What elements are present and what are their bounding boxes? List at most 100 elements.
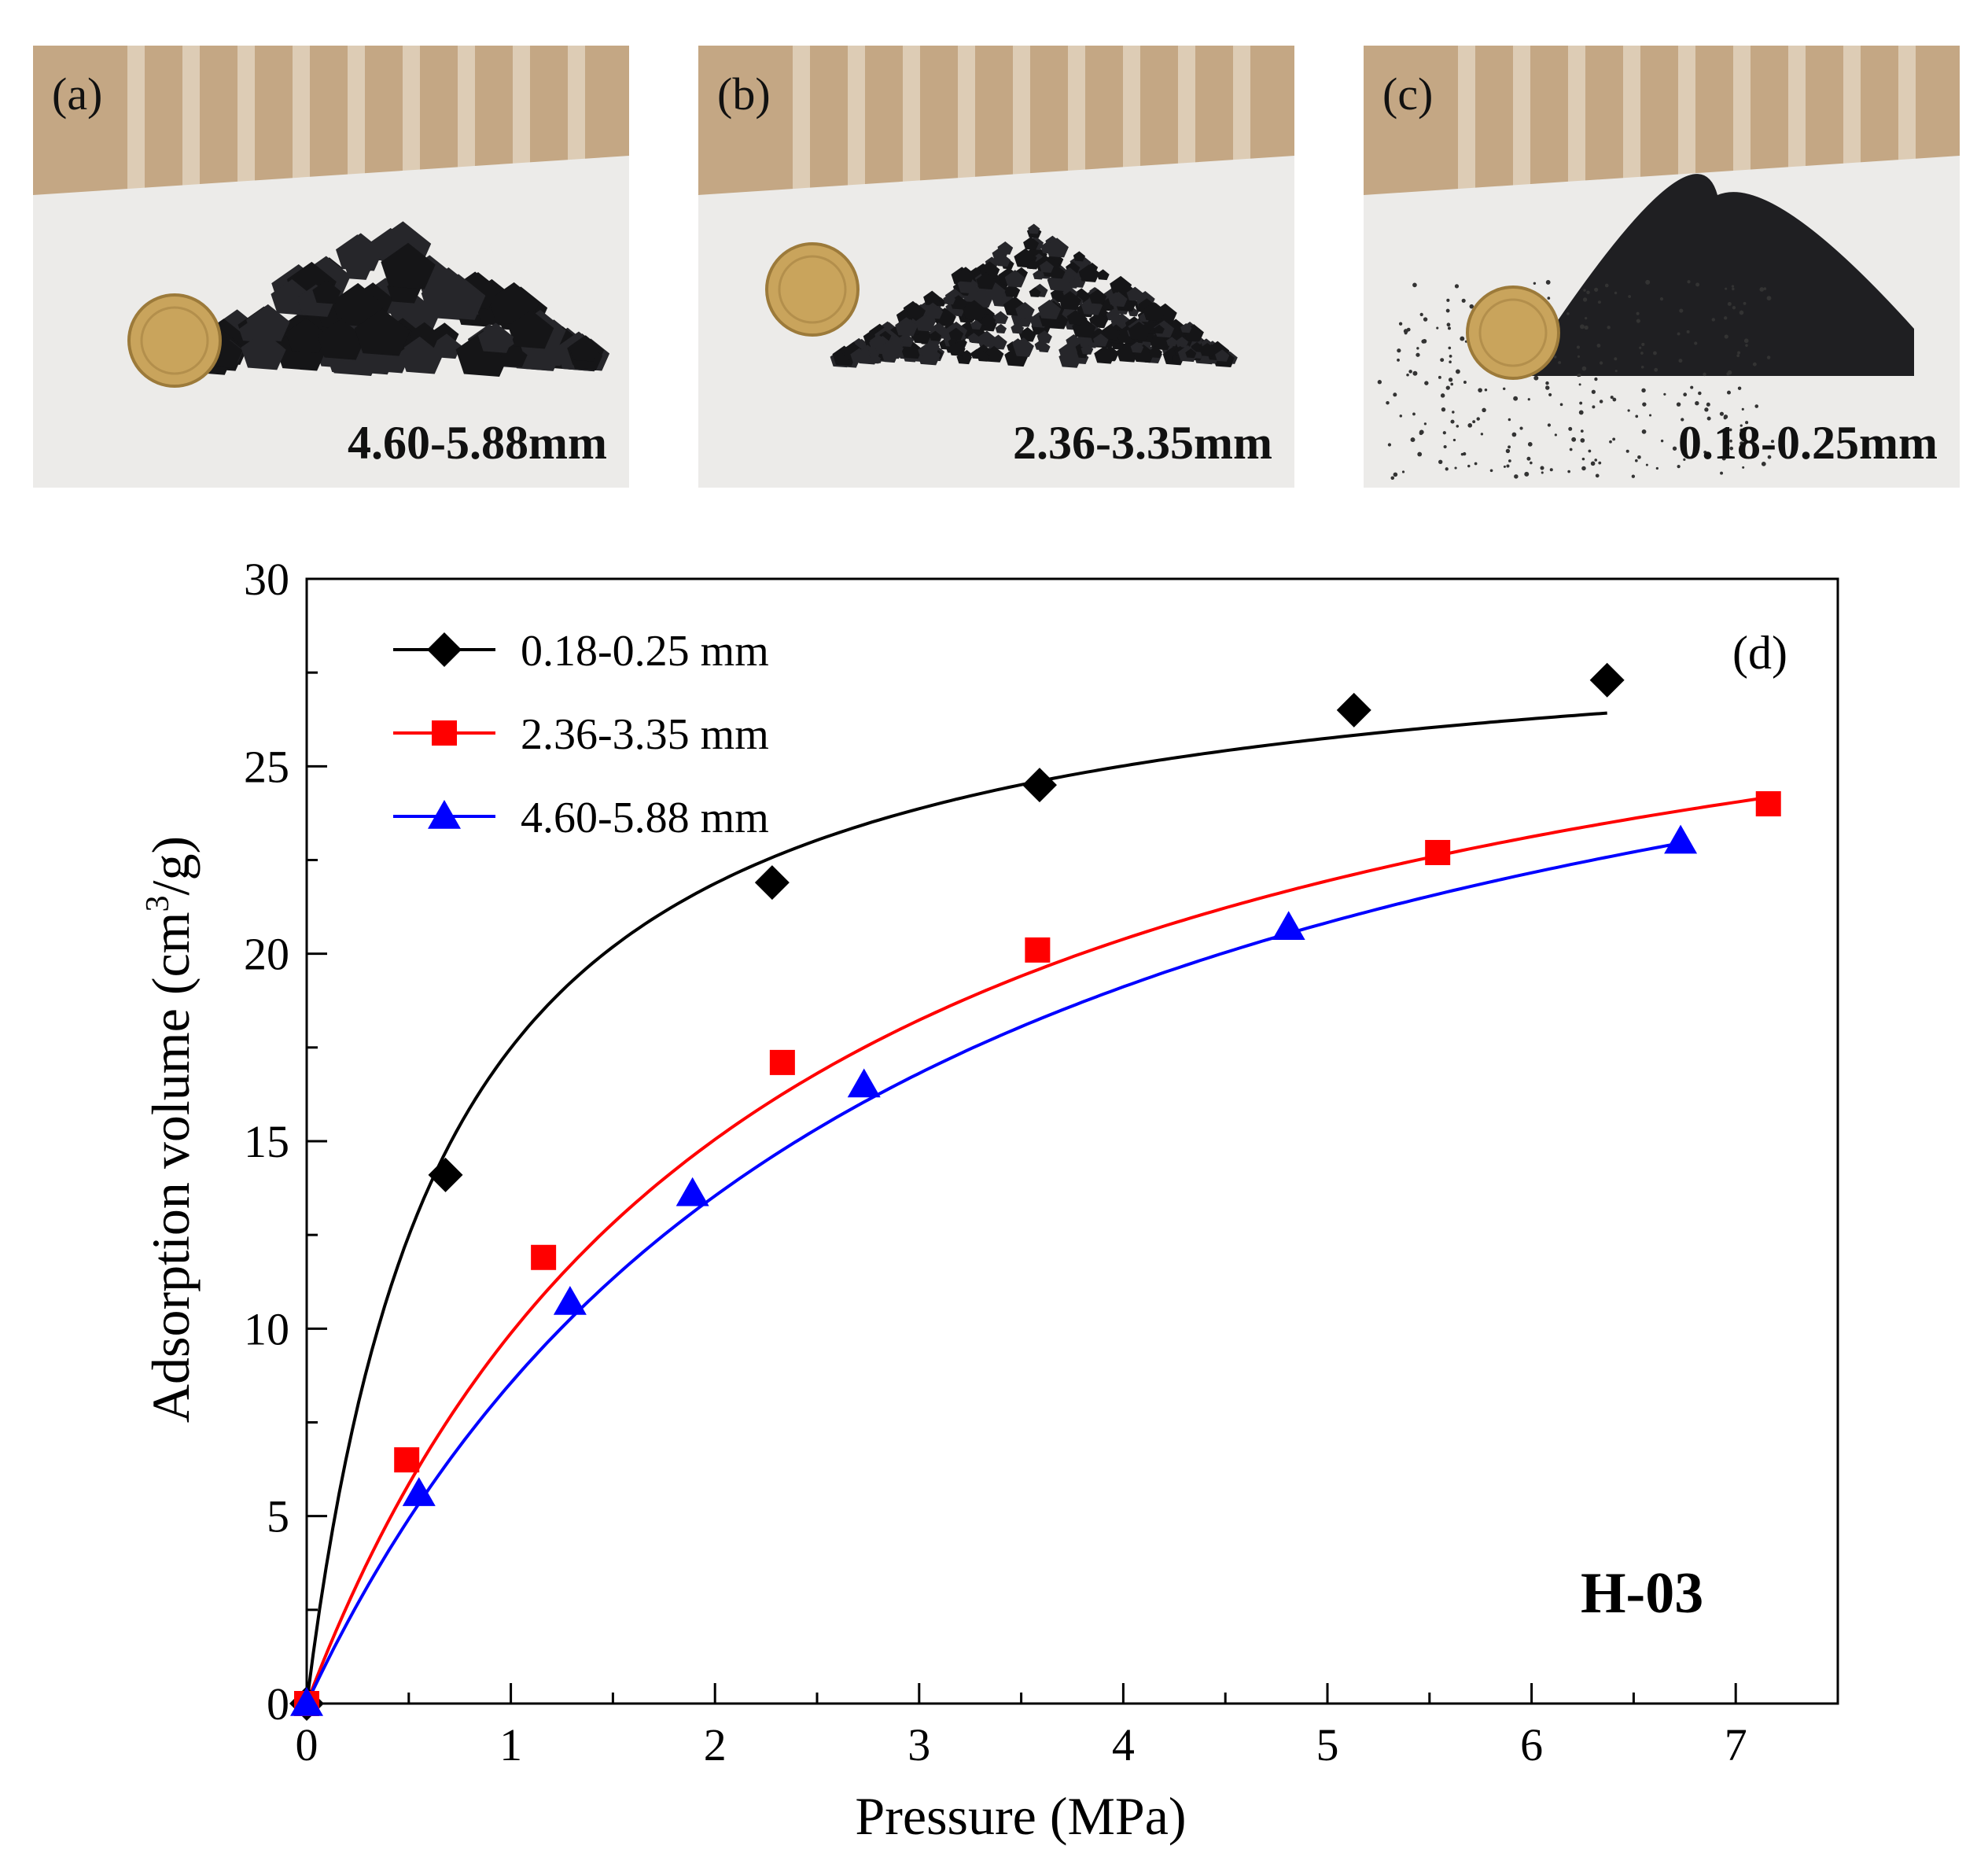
coal-grain <box>1446 298 1450 302</box>
coal-grain <box>1636 319 1640 323</box>
coal-particle <box>997 241 1014 255</box>
coal-grain <box>1445 467 1449 471</box>
coal-grain <box>1687 280 1691 284</box>
tick-marks: 0 1 2 3 4 5 6 7 0 5 10 15 20 25 30 <box>244 554 1747 1770</box>
coal-grain <box>1456 425 1460 428</box>
coal-particle <box>923 290 941 306</box>
coal-grain <box>1663 392 1666 396</box>
coal-particle <box>992 311 1009 325</box>
coal-grain <box>1677 332 1681 336</box>
wall-stripe <box>793 46 810 227</box>
coal-particle <box>897 333 915 348</box>
coal-grain <box>1641 388 1646 393</box>
coal-grain <box>1595 473 1600 478</box>
coal-grain <box>1692 428 1695 431</box>
coal-grain <box>1398 322 1403 326</box>
y-tick-label: 10 <box>244 1303 289 1354</box>
coal-grain <box>1533 282 1537 285</box>
coal-grain <box>1527 398 1530 401</box>
coal-particle <box>995 253 1011 267</box>
coal-grain <box>1399 414 1403 418</box>
coal-grain <box>1467 423 1473 428</box>
coal-grain <box>1723 416 1727 420</box>
panel-label: (d) <box>1732 627 1787 679</box>
coal-grain <box>1741 407 1744 411</box>
legend-label: 2.36-3.35 mm <box>521 710 769 759</box>
coal-grain <box>1545 279 1551 285</box>
coal-particle <box>344 257 372 280</box>
data-point-series-1 <box>1425 839 1451 865</box>
coal-grain <box>1761 462 1766 466</box>
coal-grain <box>1397 358 1400 362</box>
coal-particle <box>1011 322 1025 334</box>
data-point-series-1 <box>394 1447 420 1473</box>
coal-particle <box>1126 286 1144 301</box>
y-axis-label: Adsorption volume (cm3/g) <box>140 836 201 1423</box>
y-tick-label: 20 <box>244 929 289 980</box>
coal-grain <box>1719 411 1725 416</box>
coal-grain <box>1752 362 1757 367</box>
coal-particle <box>1096 269 1110 281</box>
coal-grain <box>1567 470 1570 473</box>
coal-grain <box>1640 352 1644 355</box>
coal-grain <box>1450 382 1454 386</box>
coal-grain <box>1463 451 1467 456</box>
coal-grain <box>1583 289 1586 292</box>
coal-grain <box>1421 339 1426 344</box>
coal-grain <box>1766 355 1771 359</box>
coal-grain <box>1590 461 1596 466</box>
legend-marker <box>428 800 461 829</box>
coal-particle <box>1014 341 1033 357</box>
coal-grain <box>1588 449 1592 453</box>
coal-grain <box>1547 423 1552 427</box>
photo-panel-c: (c) 0.18-0.25mm <box>1364 46 1960 488</box>
coal-particle <box>967 333 981 344</box>
coal-grain <box>1604 283 1609 288</box>
coal-grain <box>1581 466 1586 471</box>
photo-c-label: (c) <box>1382 68 1434 120</box>
coal-particle <box>354 308 410 356</box>
coal-grain <box>1580 438 1585 443</box>
coal-grain <box>1580 429 1584 433</box>
coal-grain <box>1554 433 1557 437</box>
coal-grain <box>1594 459 1598 462</box>
coal-grain <box>1452 411 1455 414</box>
coal-grain <box>1401 470 1405 473</box>
coal-grain <box>1440 358 1445 363</box>
coal-particle <box>285 318 327 353</box>
coal-grain <box>1503 465 1506 468</box>
coal-grain <box>1724 334 1728 339</box>
coal-grain <box>1635 414 1639 418</box>
coal-grain <box>1703 372 1706 377</box>
coal-grain <box>1704 407 1709 412</box>
coal-grain <box>1682 442 1687 447</box>
coal-particle <box>1058 290 1082 311</box>
coal-particle <box>970 319 982 330</box>
x-tick-label: 4 <box>1112 1719 1135 1770</box>
coal-grain <box>1480 433 1484 436</box>
coal-particle <box>1166 337 1178 347</box>
coal-grain <box>1446 322 1451 327</box>
coal-particle <box>431 274 486 320</box>
coal-grain <box>1612 437 1616 441</box>
coal-grain <box>1627 409 1630 412</box>
data-point-series-0 <box>1336 692 1371 728</box>
coal-particle <box>1027 260 1040 270</box>
coal-grain <box>1511 432 1517 437</box>
coal-particle <box>915 314 936 332</box>
coal-grain <box>1740 424 1743 427</box>
coal-grain <box>1578 383 1581 386</box>
coal-grain <box>1442 431 1446 435</box>
coal-grain <box>1732 306 1736 310</box>
coal-grain <box>1754 404 1759 408</box>
coal-grain <box>1640 365 1644 369</box>
coal-particle <box>335 234 379 271</box>
coal-grain <box>1441 407 1446 412</box>
coal-grain <box>1585 317 1588 320</box>
coal-particle <box>1045 238 1069 258</box>
coal-powder-pile <box>1521 174 1914 376</box>
coal-particle <box>1128 321 1150 341</box>
x-tick-label: 1 <box>499 1719 522 1770</box>
coal-grain <box>1678 359 1683 363</box>
coal-grain <box>1460 336 1465 341</box>
